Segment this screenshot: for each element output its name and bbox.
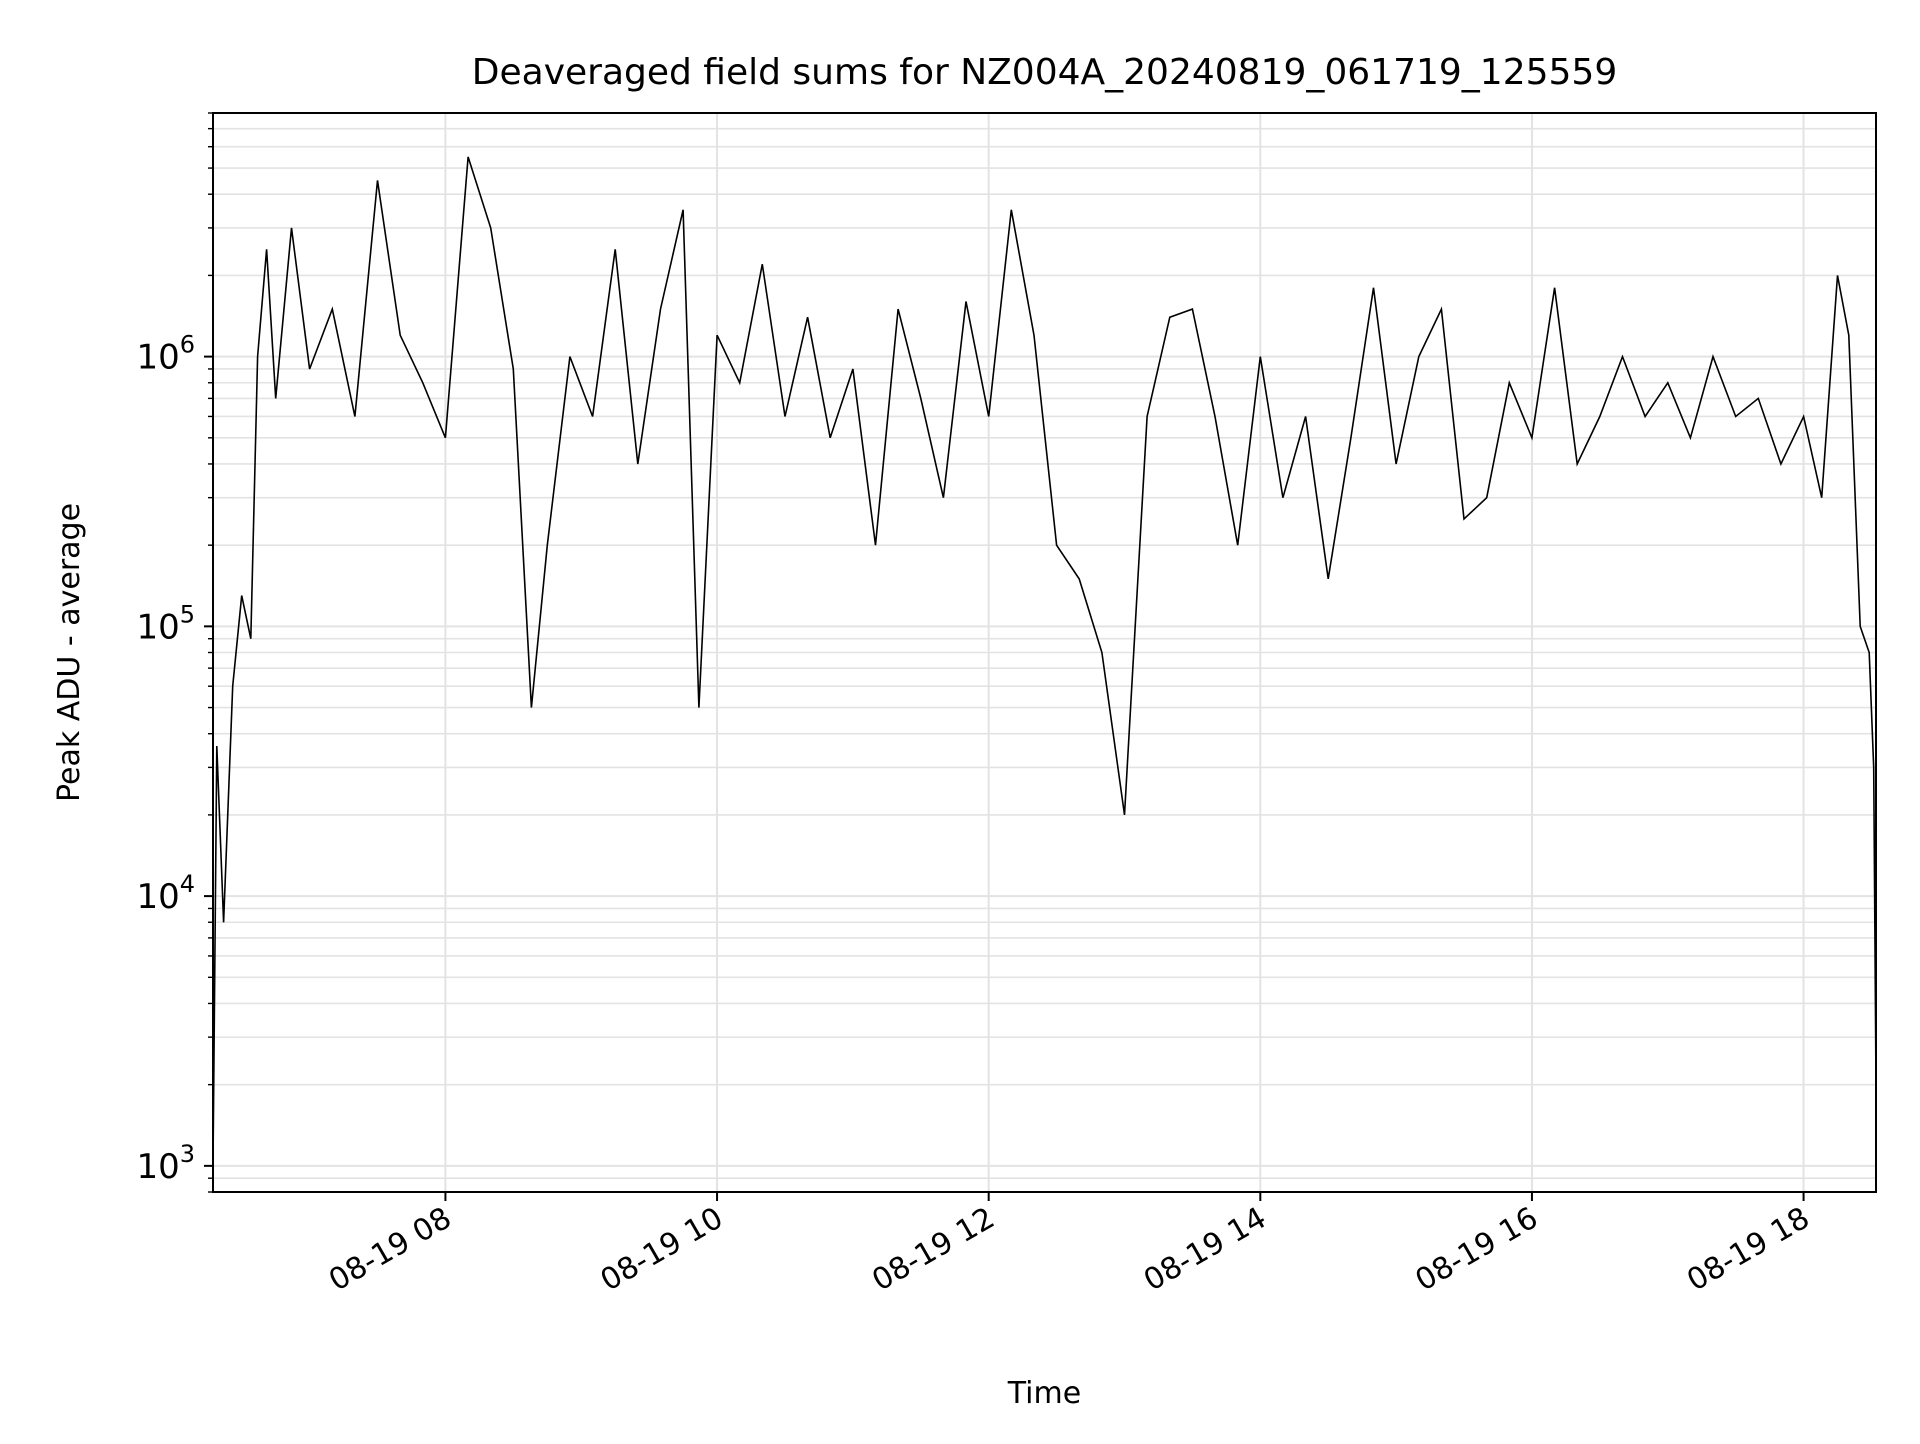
x-tick-label: 08-19 16 (1410, 1201, 1544, 1299)
series-layer (212, 156, 1877, 1166)
ticks: 103 104 105 106 08-19 08 08-19 10 08-19 12 08-1… (136, 112, 1816, 1299)
y-axis-label: Peak ADU - average (52, 503, 87, 802)
x-tick-label: 08-19 14 (1138, 1201, 1272, 1299)
chart-title: Deaveraged field sums for NZ004A_2024081… (472, 52, 1617, 93)
grid (213, 112, 1876, 1193)
x-tick-label: 08-19 08 (323, 1201, 457, 1299)
y-tick-label: 106 (136, 331, 195, 378)
y-tick-label: 103 (136, 1140, 195, 1187)
x-tick-label: 08-19 12 (866, 1201, 1000, 1299)
y-tick-label: 105 (136, 600, 195, 647)
x-tick-label: 08-19 10 (595, 1201, 729, 1299)
x-axis-label: Time (1007, 1376, 1081, 1411)
series-line (212, 156, 1877, 1166)
y-tick-label: 104 (136, 870, 195, 917)
x-tick-label: 08-19 18 (1681, 1201, 1815, 1299)
